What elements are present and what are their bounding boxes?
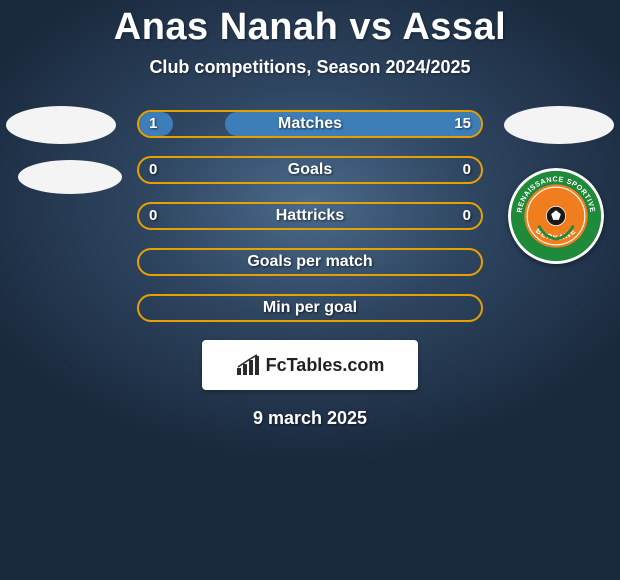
bar-chart-icon — [236, 354, 260, 376]
fctables-label: FcTables.com — [266, 355, 385, 376]
stat-label: Min per goal — [139, 296, 481, 320]
right-player-logo-1 — [504, 106, 614, 144]
fctables-watermark: FcTables.com — [202, 340, 418, 390]
stat-label: Hattricks — [139, 204, 481, 228]
stat-label: Matches — [139, 112, 481, 136]
subtitle: Club competitions, Season 2024/2025 — [0, 57, 620, 78]
left-player-logo-2 — [18, 160, 122, 194]
stat-value-left: 0 — [149, 204, 157, 228]
ellipse-placeholder — [6, 106, 116, 144]
stat-value-right: 0 — [463, 204, 471, 228]
stat-row: Matches1 15 — [137, 110, 483, 138]
club-badge-berkane: RENAISSANCE SPORTIVE BERKANE — [508, 168, 604, 264]
stat-label: Goals — [139, 158, 481, 182]
stat-row: Min per goal — [137, 294, 483, 322]
stat-value-right: 0 — [463, 158, 471, 182]
ellipse-placeholder — [18, 160, 122, 194]
stat-row: Goals0 0 — [137, 156, 483, 184]
date-label: 9 march 2025 — [0, 408, 620, 429]
left-player-logo-1 — [6, 106, 116, 144]
stat-row: Hattricks0 0 — [137, 202, 483, 230]
content: Anas Nanah vs Assal Club competitions, S… — [0, 0, 620, 580]
stat-row: Goals per match — [137, 248, 483, 276]
ellipse-placeholder — [504, 106, 614, 144]
stat-label: Goals per match — [139, 250, 481, 274]
page-title: Anas Nanah vs Assal — [0, 6, 620, 49]
stat-value-left: 0 — [149, 158, 157, 182]
stat-value-right: 15 — [454, 112, 471, 136]
stat-value-left: 1 — [149, 112, 157, 136]
